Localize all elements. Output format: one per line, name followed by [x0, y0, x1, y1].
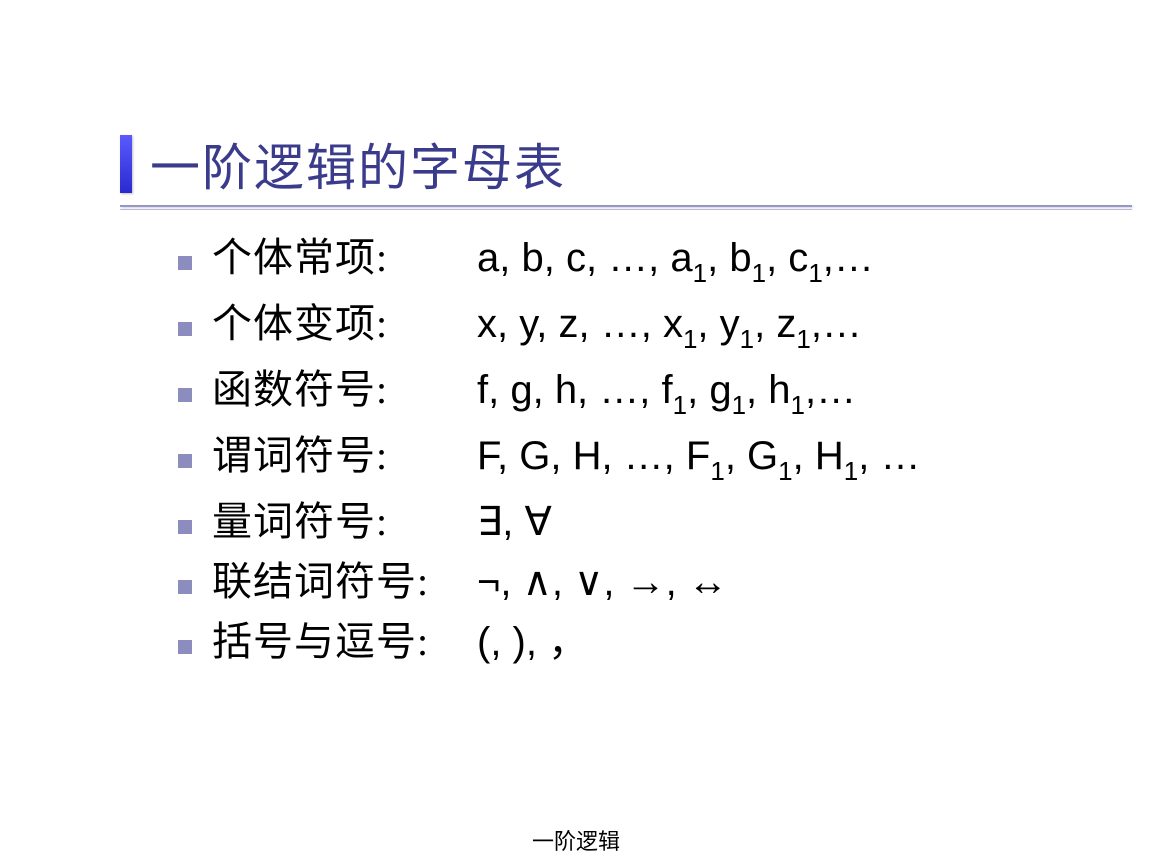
list-item: 谓词符号:F, G, H, …, F1, G1, H1, … [178, 436, 920, 482]
list-item: 个体变项:x, y, z, …, x1, y1, z1,… [178, 304, 920, 350]
item-value: ∃, ∀ [477, 502, 552, 542]
item-label: 量词符号: [212, 502, 477, 542]
item-value: ¬, ∧, ∨, →, ↔ [477, 562, 728, 602]
item-label: 个体常项: [212, 238, 477, 278]
bullet-icon [178, 640, 192, 654]
bullet-icon [178, 454, 192, 468]
slide-title: 一阶逻辑的字母表 [150, 128, 566, 200]
bullet-icon [178, 580, 192, 594]
item-value: x, y, z, …, x1, y1, z1,… [477, 304, 862, 350]
item-value: f, g, h, …, f1, g1, h1,… [477, 370, 856, 416]
bullet-icon [178, 322, 192, 336]
list-item: 量词符号:∃, ∀ [178, 502, 920, 542]
item-value: F, G, H, …, F1, G1, H1, … [477, 436, 920, 482]
bullet-icon [178, 388, 192, 402]
item-label: 个体变项: [212, 304, 477, 344]
title-accent-bar [120, 135, 132, 193]
content-list: 个体常项:a, b, c, …, a1, b1, c1,…个体变项:x, y, … [178, 238, 920, 682]
list-item: 括号与逗号:(, ), ， [178, 622, 920, 662]
list-item: 函数符号:f, g, h, …, f1, g1, h1,… [178, 370, 920, 416]
title-row: 一阶逻辑的字母表 [120, 128, 566, 200]
title-underline [120, 205, 1132, 208]
item-value: a, b, c, …, a1, b1, c1,… [477, 238, 874, 284]
item-value: (, ), ， [477, 622, 588, 662]
bullet-icon [178, 256, 192, 270]
slide: 一阶逻辑的字母表 个体常项:a, b, c, …, a1, b1, c1,…个体… [0, 0, 1152, 864]
slide-footer: 一阶逻辑 [0, 824, 1152, 856]
item-label: 联结词符号: [212, 562, 477, 602]
bullet-icon [178, 520, 192, 534]
item-label: 谓词符号: [212, 436, 477, 476]
item-label: 函数符号: [212, 370, 477, 410]
list-item: 个体常项:a, b, c, …, a1, b1, c1,… [178, 238, 920, 284]
list-item: 联结词符号:¬, ∧, ∨, →, ↔ [178, 562, 920, 602]
item-label: 括号与逗号: [212, 622, 477, 662]
